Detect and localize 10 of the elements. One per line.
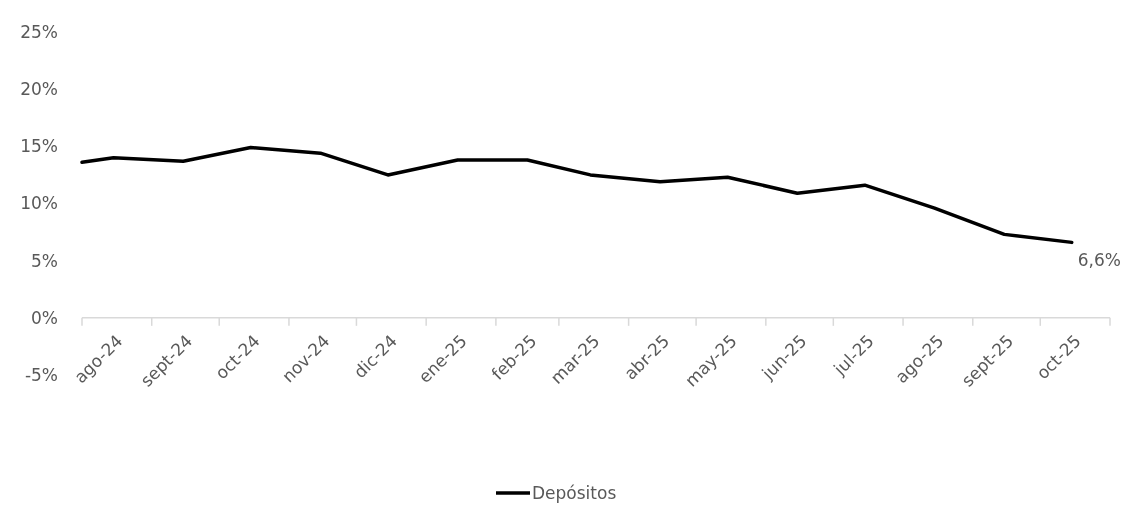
y-tick-label: 5% bbox=[31, 250, 58, 271]
data-label: 6,6% bbox=[1077, 250, 1121, 271]
y-tick-label: -5% bbox=[24, 364, 58, 385]
y-tick-label: 0% bbox=[31, 307, 58, 328]
y-tick-label: 10% bbox=[20, 193, 58, 214]
y-tick-label: 20% bbox=[20, 79, 58, 100]
y-tick-label: 15% bbox=[20, 136, 58, 157]
legend-label: Depósitos bbox=[532, 482, 617, 503]
line-series bbox=[80, 145, 1074, 245]
y-tick-label: 25% bbox=[20, 21, 58, 42]
